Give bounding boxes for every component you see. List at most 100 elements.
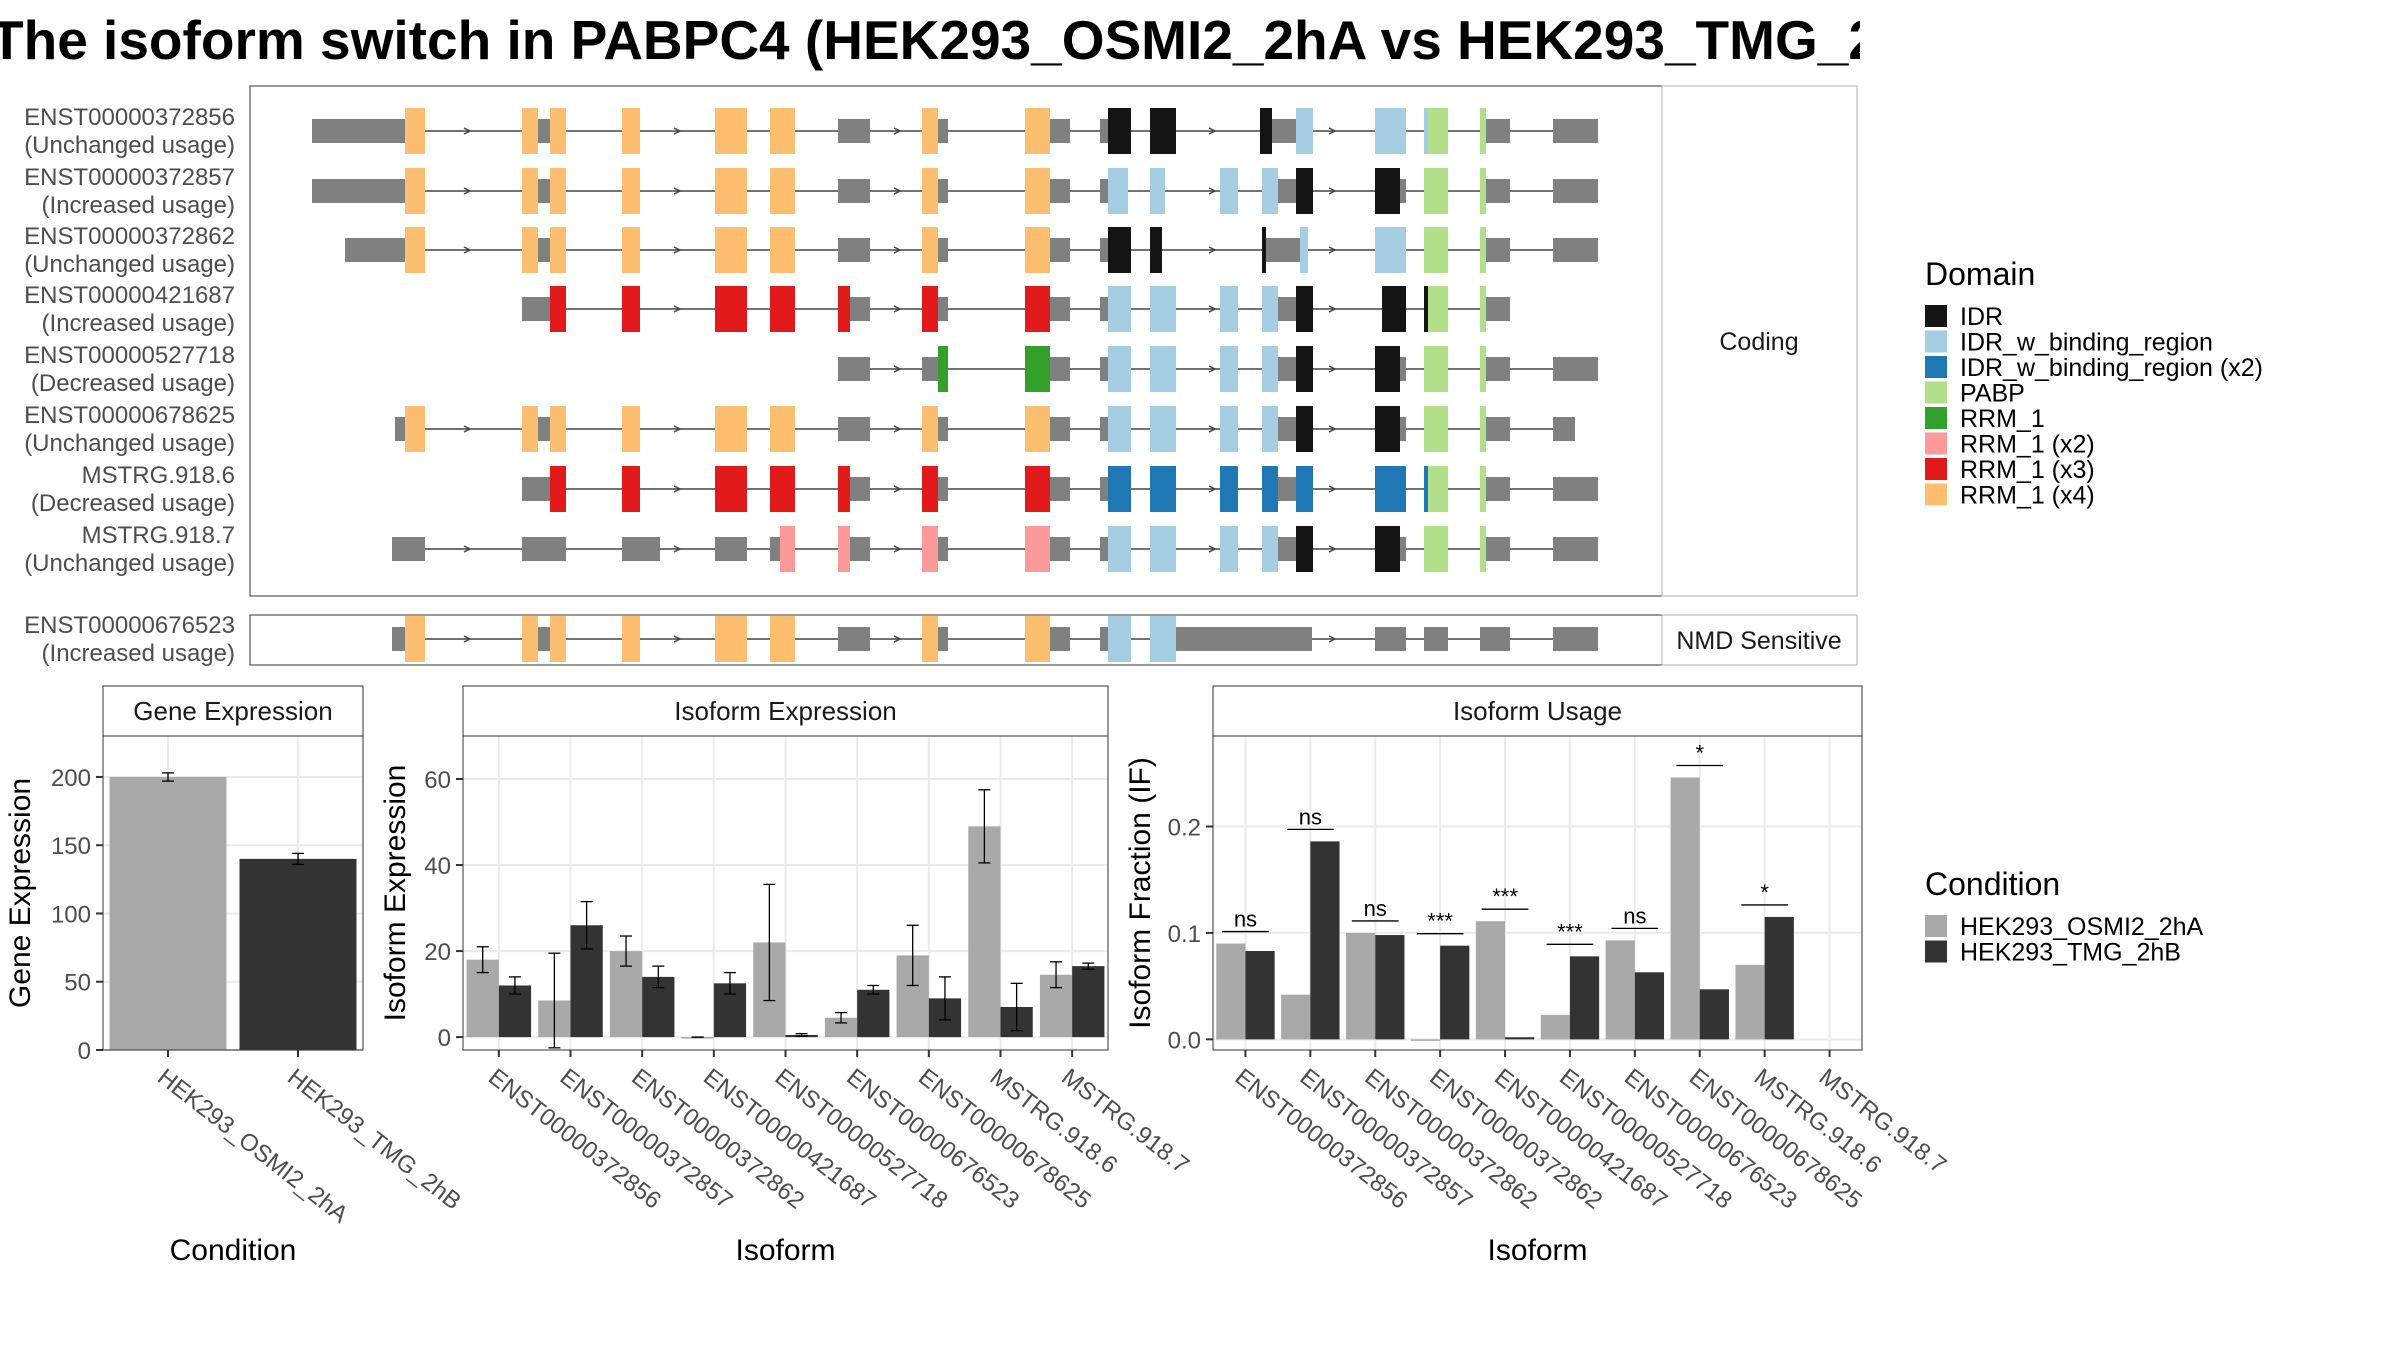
domain-block [1220, 286, 1238, 332]
transcript-structures [312, 108, 1598, 662]
utr-block [1100, 179, 1108, 203]
utr-block [1050, 537, 1070, 561]
utr-block [850, 119, 870, 143]
utr-block [850, 297, 870, 321]
domain-block [715, 466, 731, 512]
legend-swatch [1925, 940, 1947, 963]
legend-label: IDR_w_binding_region (x2) [1960, 354, 2263, 382]
domain-block [770, 168, 795, 214]
utr-block [838, 627, 850, 651]
domain-block [922, 526, 938, 572]
domain-block [770, 286, 795, 332]
utr-block [538, 477, 550, 501]
utr-block [312, 119, 385, 143]
legend-label: HEK293_TMG_2hB [1960, 939, 2181, 967]
domain-block [1025, 227, 1050, 273]
domain-block [550, 168, 566, 214]
domain-block [522, 168, 538, 214]
y-tick-label: 100 [51, 901, 91, 928]
domain-block [838, 286, 850, 332]
utr-block [522, 297, 538, 321]
legend-swatch [1925, 483, 1947, 506]
utr-block [538, 179, 550, 203]
transcript-usage-label: (Increased usage) [42, 310, 235, 337]
utr-block [1050, 477, 1070, 501]
y-tick-label: 20 [424, 939, 451, 966]
strand-arrow [1328, 187, 1337, 195]
domain-legend-title: Domain [1925, 256, 2035, 292]
domain-block [1428, 168, 1448, 214]
x-axis-title: Condition [170, 1234, 297, 1267]
legend-swatch [1925, 330, 1947, 353]
domain-block [715, 406, 731, 452]
legend-swatch [1925, 432, 1947, 455]
domain-block [1108, 108, 1131, 154]
domain-block [405, 406, 425, 452]
domain-block [1220, 466, 1238, 512]
utr-block [385, 179, 405, 203]
domain-block [405, 108, 425, 154]
domain-block [922, 466, 938, 512]
utr-block [1486, 119, 1495, 143]
strand-arrow [673, 187, 682, 195]
utr-block [1495, 238, 1510, 262]
utr-block [1486, 238, 1495, 262]
legend-swatch [1925, 305, 1947, 327]
significance-label: ns [1299, 804, 1322, 829]
strand-arrow [673, 425, 682, 433]
domain-block [1300, 227, 1308, 273]
condition-legend-title: Condition [1925, 866, 2060, 902]
domain-block [405, 168, 425, 214]
utr-block [1553, 179, 1598, 203]
utr-block [838, 179, 850, 203]
domain-block [550, 286, 566, 332]
domain-block [1480, 286, 1486, 332]
utr-block [838, 417, 850, 441]
domain-block [405, 616, 425, 662]
domain-block [1296, 346, 1313, 392]
x-axis-title: Isoform [1487, 1234, 1587, 1267]
strand-arrow [1328, 127, 1337, 135]
domain-block [1428, 227, 1448, 273]
domain-block [1424, 168, 1428, 214]
domain-block [550, 227, 566, 273]
transcript-usage-label: (Increased usage) [42, 192, 235, 219]
utr-block [1100, 357, 1108, 381]
domain-block [1108, 526, 1131, 572]
transcript-structure [522, 286, 1510, 332]
utr-block [850, 417, 870, 441]
domain-block [1424, 406, 1428, 452]
domain-block [1262, 168, 1278, 214]
utr-block [395, 417, 405, 441]
domain-block [1025, 406, 1050, 452]
utr-block [1266, 238, 1300, 262]
transcript-id-label: ENST00000372857 [24, 164, 235, 191]
domain-block [1480, 168, 1486, 214]
utr-block [1100, 297, 1108, 321]
utr-block [922, 357, 938, 381]
utr-block [1400, 357, 1406, 381]
domain-block [1108, 616, 1131, 662]
domain-block [522, 406, 538, 452]
bar [1216, 943, 1246, 1040]
legend-swatch [1925, 458, 1947, 480]
utr-block [715, 537, 747, 561]
utr-block [1400, 417, 1406, 441]
bar [1569, 956, 1600, 1040]
utr-block [1272, 119, 1296, 143]
plot-border [102, 735, 364, 1051]
legend-label: PABP [1960, 380, 2025, 408]
domain-block [715, 108, 731, 154]
domain-block [622, 286, 640, 332]
transcript-id-label: MSTRG.918.6 [82, 462, 235, 489]
strand-arrow [463, 635, 472, 643]
domain-block [1428, 346, 1448, 392]
transcript-id-label: ENST00000678625 [24, 402, 235, 429]
utr-block [944, 179, 948, 203]
transcript-structure [312, 108, 1598, 154]
utr-block [838, 357, 850, 381]
utr-block [1495, 179, 1510, 203]
utr-block [1176, 627, 1312, 651]
transcript-structure [395, 406, 1575, 452]
